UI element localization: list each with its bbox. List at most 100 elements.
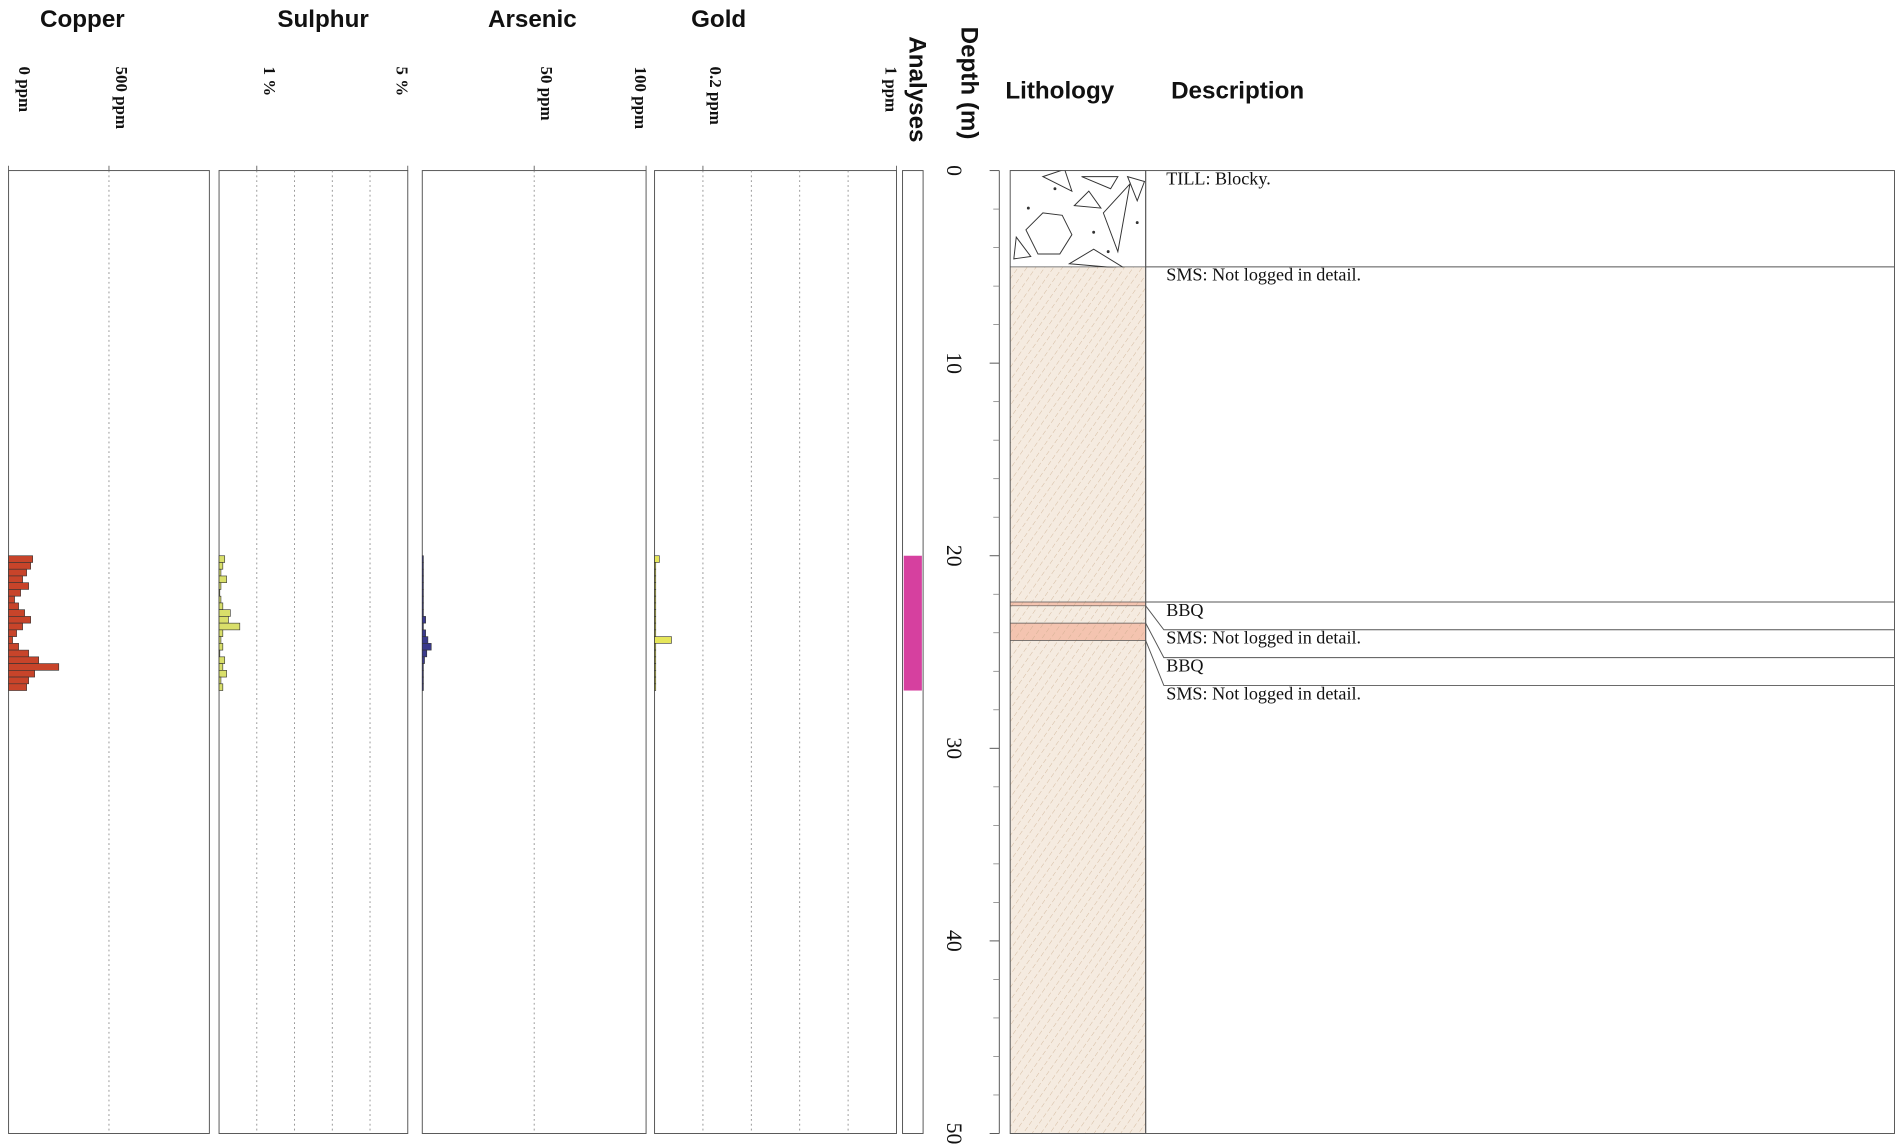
bar <box>219 569 221 576</box>
track-frame <box>219 171 408 1134</box>
x-tick-label: 5 % <box>393 67 412 97</box>
description-text: BBQ <box>1166 655 1203 675</box>
bar <box>655 637 672 644</box>
bar <box>9 616 31 623</box>
bar <box>9 596 15 603</box>
bar <box>219 677 221 684</box>
track-title: Analyses <box>903 36 930 142</box>
bar <box>9 637 13 644</box>
bar <box>655 569 656 576</box>
bar <box>219 562 223 569</box>
depth-tick-label: 20 <box>942 545 966 567</box>
bar <box>655 589 656 596</box>
bar <box>422 657 424 664</box>
lithology-hatch <box>1010 623 1145 640</box>
bar <box>422 569 423 576</box>
description-divider <box>1146 606 1895 630</box>
bar <box>655 616 656 623</box>
description-text: SMS: Not logged in detail. <box>1166 265 1361 285</box>
lithology-hatch <box>1010 267 1145 602</box>
bar <box>422 556 423 563</box>
bar <box>655 677 656 684</box>
bar <box>9 562 31 569</box>
x-tick-label: 0.2 ppm <box>706 67 725 125</box>
bar <box>655 670 656 677</box>
description-text: BBQ <box>1166 600 1203 620</box>
bar <box>219 650 220 657</box>
bar <box>9 569 27 576</box>
bar <box>422 684 423 691</box>
description-text: SMS: Not logged in detail. <box>1166 628 1361 648</box>
bar <box>655 657 656 664</box>
bar <box>219 556 225 563</box>
bar <box>219 603 223 610</box>
bar <box>655 603 656 610</box>
drill-log: Depth (m) Lithology Description Copper 0 … <box>0 0 1897 1148</box>
bar <box>655 610 656 617</box>
bar <box>219 643 223 650</box>
bar <box>9 603 19 610</box>
x-tick-label: 500 ppm <box>112 67 131 130</box>
bar <box>219 670 227 677</box>
x-tick-label: 100 ppm <box>631 67 650 130</box>
bar <box>9 650 29 657</box>
lithology-hatch <box>1010 606 1145 623</box>
bar <box>422 562 423 569</box>
bar <box>219 583 221 590</box>
bar <box>9 583 29 590</box>
bar <box>9 657 39 664</box>
bar <box>9 630 17 637</box>
bar <box>422 650 426 657</box>
bar <box>9 684 27 691</box>
x-tick-label: 1 % <box>260 67 279 97</box>
bar <box>422 603 423 610</box>
bar <box>655 650 656 657</box>
bar <box>219 630 223 637</box>
bar <box>655 596 656 603</box>
lithology-hatch <box>1010 640 1145 1133</box>
bar <box>219 610 230 617</box>
bar <box>9 643 19 650</box>
bar <box>655 562 656 569</box>
bar <box>9 623 23 630</box>
x-tick-label: 0 ppm <box>15 67 34 113</box>
track-title: Gold <box>691 6 746 33</box>
bar <box>655 664 656 671</box>
track-title: Sulphur <box>277 6 369 33</box>
bar <box>9 610 25 617</box>
bar <box>422 623 423 630</box>
bar <box>422 670 423 677</box>
x-tick-label: 50 ppm <box>537 67 556 121</box>
x-tick-label: 1 ppm <box>881 67 900 113</box>
depth-tick-label: 30 <box>942 737 966 759</box>
bar <box>219 596 221 603</box>
depth-title: Depth (m) <box>955 27 982 140</box>
depth-tick-label: 0 <box>942 165 966 176</box>
lithology-unit <box>1010 171 1145 267</box>
track-title: Arsenic <box>488 6 577 33</box>
bar <box>655 583 656 590</box>
description-text: SMS: Not logged in detail. <box>1166 683 1361 703</box>
bar <box>219 637 221 644</box>
depth-tick-label: 40 <box>942 930 966 952</box>
bar <box>422 643 431 650</box>
bar <box>9 670 35 677</box>
bar <box>9 664 59 671</box>
bar <box>422 610 423 617</box>
bar <box>422 677 423 684</box>
bar <box>422 589 423 596</box>
bar <box>219 657 225 664</box>
bar <box>655 623 656 630</box>
bar <box>219 589 220 596</box>
bar <box>422 630 425 637</box>
description-title: Description <box>1171 77 1304 104</box>
bar <box>655 630 656 637</box>
bar <box>9 576 23 583</box>
bar <box>422 664 423 671</box>
lithology-column <box>1010 171 1145 1134</box>
depth-tick-label: 50 <box>942 1123 966 1145</box>
track-title: Copper <box>40 6 125 33</box>
page: Depth (m) Lithology Description Copper 0 … <box>0 0 1897 1148</box>
bar <box>655 643 656 650</box>
lithology-title: Lithology <box>1005 77 1114 104</box>
